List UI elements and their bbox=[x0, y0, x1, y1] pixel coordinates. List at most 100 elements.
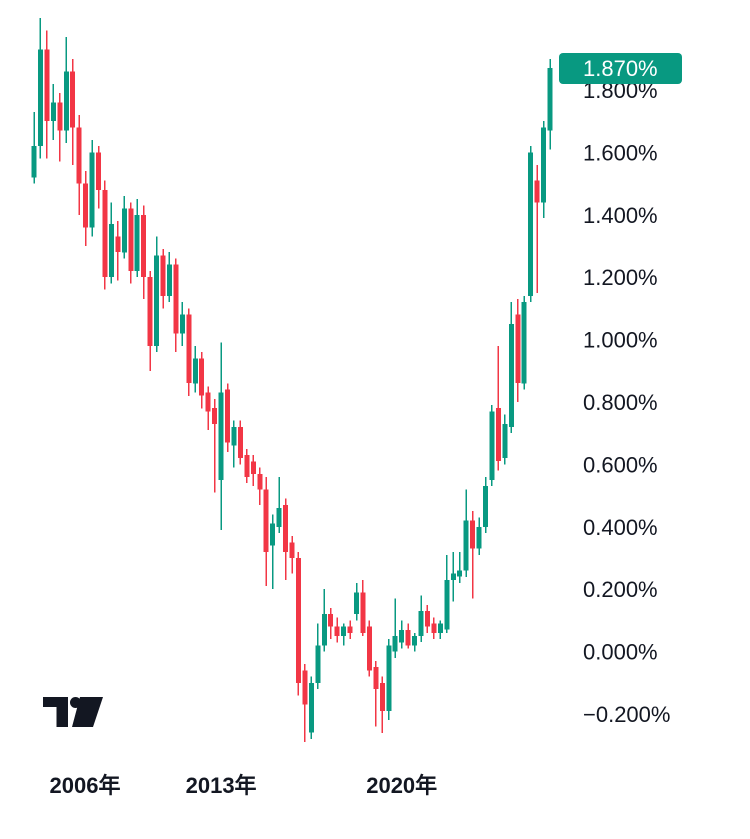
last-price-label: 1.870% bbox=[583, 55, 658, 81]
y-axis-label: 1.400% bbox=[583, 203, 658, 228]
candle bbox=[141, 205, 147, 299]
candle bbox=[308, 676, 314, 739]
candle bbox=[476, 517, 482, 555]
candle bbox=[489, 405, 495, 487]
candle bbox=[44, 30, 50, 159]
candle bbox=[57, 93, 63, 162]
candle bbox=[134, 199, 140, 278]
candle bbox=[154, 236, 160, 352]
candle bbox=[218, 342, 224, 530]
candle bbox=[173, 258, 179, 353]
candle bbox=[199, 352, 205, 409]
candle bbox=[237, 420, 243, 465]
tradingview-logo-icon[interactable] bbox=[43, 697, 104, 728]
y-axis-label: 1.000% bbox=[583, 328, 658, 353]
x-axis-label: 2013年 bbox=[186, 773, 257, 798]
y-axis-label: 0.400% bbox=[583, 515, 658, 540]
candle bbox=[263, 476, 269, 587]
candle bbox=[96, 146, 101, 209]
candle bbox=[360, 579, 366, 636]
candle bbox=[205, 386, 211, 431]
candle bbox=[450, 551, 456, 602]
candle bbox=[115, 221, 121, 281]
candle bbox=[399, 620, 405, 649]
candle bbox=[508, 302, 514, 434]
candle bbox=[283, 498, 289, 580]
candle bbox=[244, 448, 250, 484]
candle bbox=[373, 661, 379, 727]
candle bbox=[166, 252, 172, 303]
candle bbox=[418, 595, 424, 643]
y-axis-label: 0.800% bbox=[583, 390, 658, 415]
candle bbox=[392, 598, 398, 658]
candle bbox=[315, 623, 321, 689]
candle bbox=[225, 383, 230, 452]
candle bbox=[515, 299, 521, 402]
candle bbox=[63, 37, 69, 144]
candle bbox=[386, 639, 392, 721]
candle bbox=[102, 180, 108, 290]
candle bbox=[31, 111, 37, 184]
candle bbox=[457, 551, 463, 583]
candle bbox=[70, 58, 76, 165]
x-axis-label: 2020年 bbox=[366, 773, 437, 798]
candle bbox=[379, 676, 385, 733]
candle bbox=[76, 115, 82, 215]
candle bbox=[534, 164, 540, 293]
candle bbox=[257, 467, 263, 505]
candle bbox=[431, 617, 437, 640]
candle bbox=[470, 511, 476, 599]
candle bbox=[160, 249, 166, 309]
candle bbox=[186, 308, 192, 396]
candle bbox=[463, 489, 469, 577]
candle bbox=[328, 607, 334, 640]
candle bbox=[179, 302, 185, 346]
y-axis-label: 0.000% bbox=[583, 640, 658, 665]
candle bbox=[37, 18, 43, 159]
candle bbox=[270, 514, 276, 590]
candle bbox=[83, 171, 89, 246]
candle bbox=[321, 589, 327, 652]
x-axis: 2006年 2013年 2020年 bbox=[50, 773, 438, 798]
candle bbox=[405, 623, 411, 649]
candle bbox=[289, 536, 295, 574]
candle bbox=[231, 420, 237, 468]
candle bbox=[541, 121, 547, 218]
candle bbox=[437, 620, 443, 640]
candle bbox=[89, 139, 95, 237]
candle bbox=[483, 476, 488, 534]
candle bbox=[412, 632, 418, 652]
y-axis: 1.800%1.600%1.400%1.200%1.000%0.800%0.60… bbox=[583, 78, 670, 727]
y-axis-label: −0.200% bbox=[583, 702, 670, 727]
y-axis-label: 0.600% bbox=[583, 452, 658, 477]
candle bbox=[502, 414, 508, 465]
candle bbox=[444, 554, 450, 633]
candle bbox=[128, 202, 134, 284]
candle bbox=[108, 202, 114, 284]
y-axis-label: 1.200% bbox=[583, 265, 658, 290]
x-axis-label: 2006年 bbox=[50, 773, 121, 798]
y-axis-label: 0.200% bbox=[583, 577, 658, 602]
candle bbox=[528, 146, 534, 303]
candle bbox=[366, 620, 372, 677]
candle bbox=[276, 476, 282, 534]
candle bbox=[547, 58, 553, 150]
candle bbox=[341, 623, 347, 646]
candle bbox=[121, 196, 127, 259]
candle bbox=[250, 455, 256, 487]
candle bbox=[212, 398, 218, 493]
candle bbox=[347, 620, 353, 640]
candle bbox=[302, 664, 308, 743]
candle bbox=[334, 617, 340, 643]
candle bbox=[147, 271, 153, 371]
candle bbox=[192, 345, 198, 393]
y-axis-label: 1.600% bbox=[583, 140, 658, 165]
last-price-badge: 1.870% bbox=[559, 52, 682, 84]
candles-layer bbox=[31, 18, 553, 743]
candle bbox=[521, 295, 527, 390]
candle bbox=[424, 604, 430, 633]
candle bbox=[495, 345, 501, 471]
candle bbox=[50, 83, 56, 140]
